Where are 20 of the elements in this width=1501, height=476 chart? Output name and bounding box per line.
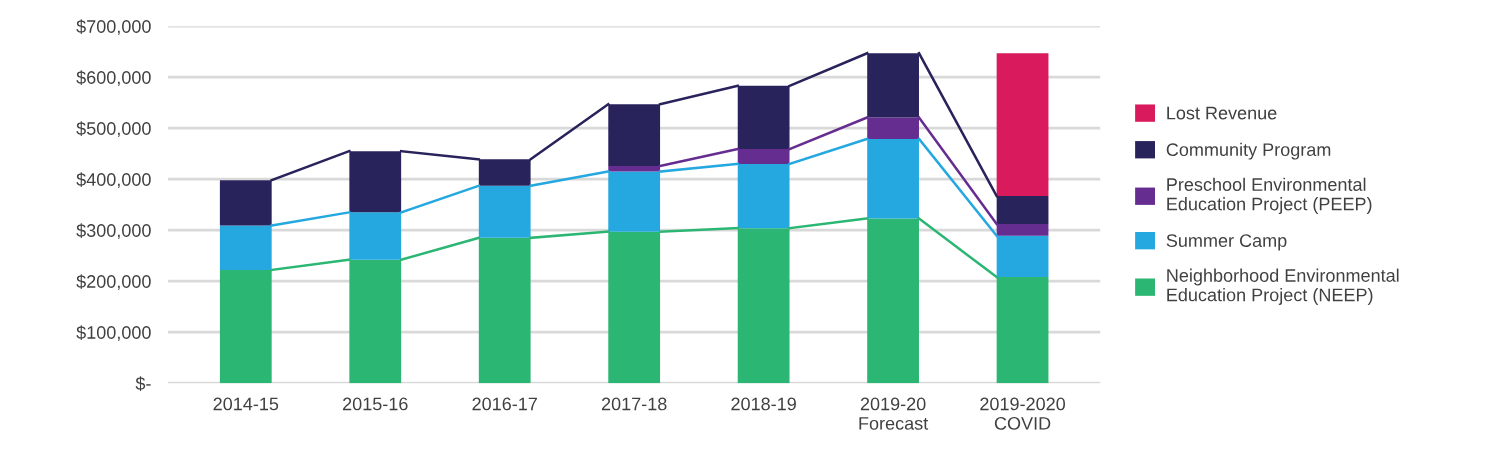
y-tick-label: $100,000 [76, 325, 151, 342]
x-tick-label: 2015-16 [343, 397, 408, 411]
y-tick-label: $400,000 [76, 172, 151, 189]
x-tick-label: 2016-17 [472, 397, 537, 411]
x-tick-label: 2017-18 [601, 397, 667, 411]
legend-label: Lost Revenue [1167, 106, 1277, 120]
y-tick-label: $200,000 [76, 274, 151, 291]
x-tick-label: 2019-2020 COVID [980, 397, 1066, 430]
y-tick-label: $600,000 [76, 70, 151, 87]
y-tick-label: $300,000 [76, 223, 151, 240]
x-tick-label: 2014-15 [213, 397, 279, 411]
y-tick-label: $500,000 [76, 121, 151, 138]
legend-label: Neighborhood Environmental Education Project (NEEP) [1167, 268, 1399, 305]
legend-label: Community Program [1166, 142, 1331, 160]
legend-label: Preschool Environmental Education Project (PEEP) [1167, 177, 1372, 214]
x-tick-label: 2019-20 Forecast [859, 397, 929, 430]
y-tick-label: $- [135, 376, 151, 391]
legend-label: Summer Camp [1166, 234, 1287, 251]
x-tick-label: 2018-19 [731, 397, 796, 411]
y-tick-label: $700,000 [76, 19, 151, 36]
